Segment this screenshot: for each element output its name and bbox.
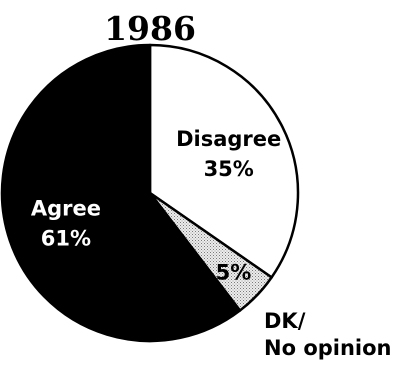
pie-slice-agree (0, 43, 242, 343)
pie-value-label-dk-no-opinion: 5% (216, 261, 252, 285)
pie-value-label-agree: 61% (41, 227, 91, 251)
pie-slice-disagree (148, 43, 300, 279)
chart-title: 1986 (104, 9, 196, 48)
pie-slices (0, 43, 300, 343)
pie-labels: Disagree 35% 5% DK/No opinion Agree 61% (31, 127, 392, 360)
pie-category-label-dk-no-opinion-line-1: DK/ (264, 309, 306, 333)
pie-category-label-dk-no-opinion-line-2: No opinion (264, 336, 392, 360)
pie-category-label-agree: Agree (31, 197, 101, 221)
pie-value-label-disagree: 35% (204, 157, 254, 181)
pie-category-label-disagree: Disagree (176, 127, 281, 151)
